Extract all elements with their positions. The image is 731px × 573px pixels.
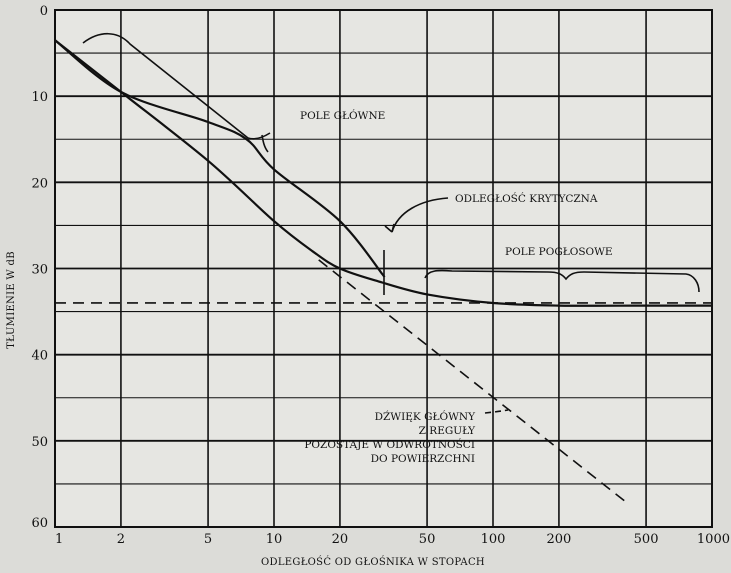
series-line-1 [54, 39, 712, 307]
y-axis-title: TŁUMIENIE W dB [6, 251, 17, 349]
annotation-pole-poglosowe: POLE POGŁOSOWE [505, 246, 613, 258]
annotation-line: POLE GŁÓWNE [300, 108, 385, 122]
x-tick-label: 10 [266, 532, 283, 547]
y-tick-label: 30 [31, 263, 48, 278]
y-tick-label: 0 [40, 4, 48, 19]
annotation-pole-glowne: POLE GŁÓWNE [300, 108, 385, 122]
annotation-odleglosc-krytyczna: ODLEGŁOŚĆ KRYTYCZNA [455, 191, 598, 205]
x-tick-label: 20 [332, 532, 349, 547]
y-tick-label: 40 [31, 349, 48, 364]
pole-poglosowe-brace [424, 269, 700, 293]
y-tick-label: 60 [31, 516, 48, 531]
series-line-2 [54, 39, 386, 278]
x-tick-label: 200 [547, 532, 572, 547]
x-axis-title: ODLEGŁOŚĆ OD GŁOŚNIKA W STOPACH [261, 556, 485, 568]
x-tick-label: 2 [117, 532, 125, 547]
grid [54, 9, 713, 528]
dzwiek-glowny-leader [484, 409, 509, 414]
y-tick-label: 50 [31, 435, 48, 450]
x-tick-label: 1000 [697, 532, 730, 547]
annotation-line: DŹWIĘK GŁÓWNY [375, 409, 477, 423]
annotations: POLE GŁÓWNE ODLEGŁOŚĆ KRYTYCZNA POLE POGŁO… [82, 32, 700, 465]
x-tick-label: 5 [204, 532, 212, 547]
odleglosc-krytyczna-arrow [384, 223, 395, 233]
x-tick-label: 50 [419, 532, 436, 547]
x-tick-label: 1 [55, 532, 63, 547]
annotation-line: DO POWIERZCHNI [371, 453, 475, 465]
x-tick-label: 500 [634, 532, 659, 547]
y-tick-label: 10 [31, 90, 48, 105]
y-tick-label: 20 [31, 176, 48, 191]
annotation-line: POZOSTAJE W ODWROTNOŚCI [304, 437, 475, 451]
tick-labels: 1 2 5 10 20 50 100 200 500 1000 0 10 20 30 40 50 60 [31, 4, 730, 547]
curves [54, 39, 712, 502]
series-line-4 [318, 259, 626, 502]
x-tick-label: 100 [481, 532, 506, 547]
annotation-line: POLE POGŁOSOWE [505, 246, 613, 258]
annotation-line: Z REGUŁY [419, 425, 476, 437]
pole-glowne-leader [261, 134, 269, 153]
annotation-line: ODLEGŁOŚĆ KRYTYCZNA [455, 191, 598, 205]
annotation-dzwiek-glowny: DŹWIĘK GŁÓWNY Z REGUŁY POZOSTAJE W ODWROTN… [304, 409, 476, 465]
